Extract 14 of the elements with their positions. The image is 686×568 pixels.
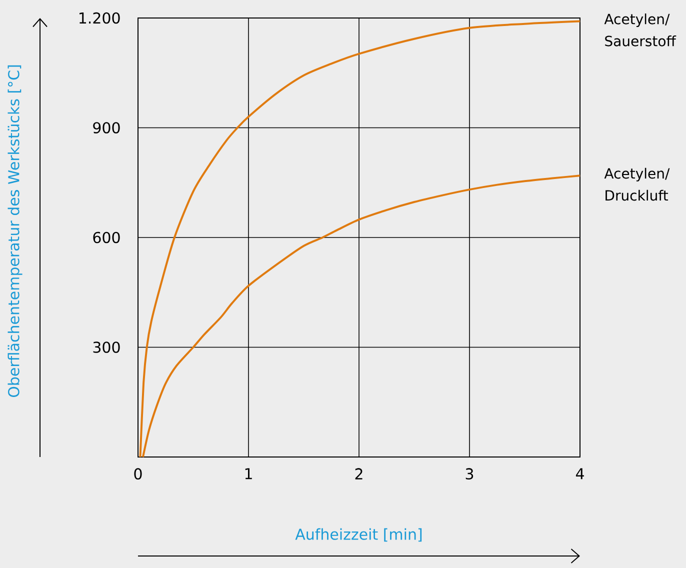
x-axis-title: Aufheizzeit [min] (295, 528, 422, 542)
x-tick-label: 1 (245, 468, 252, 480)
x-tick-label: 2 (355, 468, 362, 480)
series-label: Acetylen/ Sauerstoff (604, 13, 676, 46)
y-tick-label: 900 (93, 122, 120, 134)
y-axis-title: Oberflächentemperatur des Werkstücks [°C] (8, 65, 22, 398)
y-tick-label: 600 (93, 232, 120, 244)
line-series (139, 20, 581, 458)
x-tick-label: 0 (134, 468, 142, 480)
y-tick-label: 1.200 (80, 12, 120, 24)
x-tick-label: 4 (576, 468, 584, 480)
y-tick-label: 300 (93, 342, 120, 353)
series-label: Acetylen/ Druckluft (604, 168, 670, 201)
x-tick-label: 3 (466, 468, 474, 480)
